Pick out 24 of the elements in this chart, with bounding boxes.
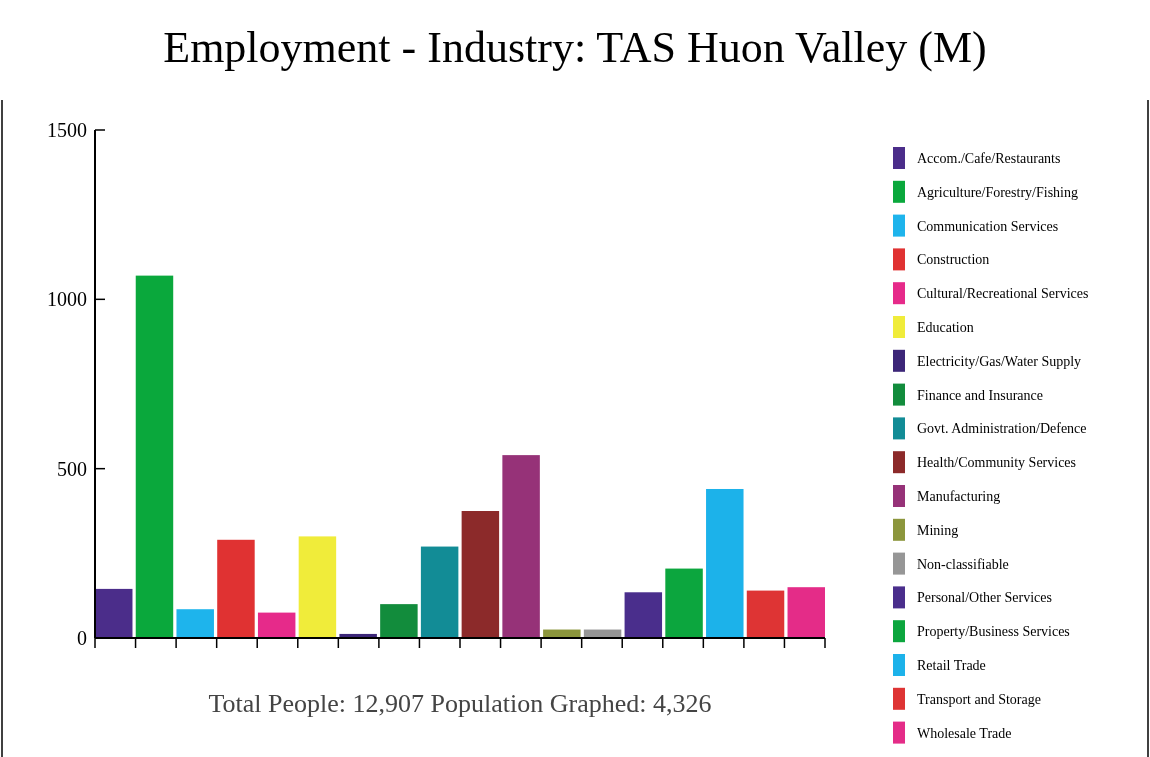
y-tick-label: 1000 — [47, 288, 87, 311]
legend-label: Retail Trade — [917, 657, 986, 673]
legend-label: Health/Community Services — [917, 455, 1077, 471]
legend-label: Wholesale Trade — [917, 725, 1012, 741]
legend-label: Govt. Administration/Defence — [917, 421, 1087, 437]
chart-title: Employment - Industry: TAS Huon Valley (M) — [163, 23, 987, 72]
text: Total People: 12,907 Population Graphed: 4,326 — [208, 689, 712, 718]
legend-label: Transport and Storage — [917, 691, 1041, 707]
legend-label: Mining — [917, 522, 959, 538]
legend-label: Construction — [917, 252, 990, 268]
legend-label: Agriculture/Forestry/Fishing — [917, 184, 1078, 200]
legend-label: Finance and Insurance — [917, 387, 1043, 403]
legend-label: Cultural/Recreational Services — [917, 286, 1089, 302]
legend-label: Property/Business Services — [917, 624, 1070, 640]
y-tick-label: 1500 — [47, 119, 87, 141]
legend-label: Non-classifiable — [917, 556, 1009, 572]
legend-label: Communication Services — [917, 218, 1059, 234]
legend-label: Personal/Other Services — [917, 590, 1052, 606]
y-tick-label: 500 — [57, 457, 87, 480]
legend-label: Education — [917, 319, 974, 335]
y-tick-label: 0 — [77, 627, 87, 649]
legend-label: Accom./Cafe/Restaurants — [917, 150, 1061, 166]
legend-label: Manufacturing — [917, 488, 1001, 504]
legend-label: Electricity/Gas/Water Supply — [917, 353, 1082, 369]
